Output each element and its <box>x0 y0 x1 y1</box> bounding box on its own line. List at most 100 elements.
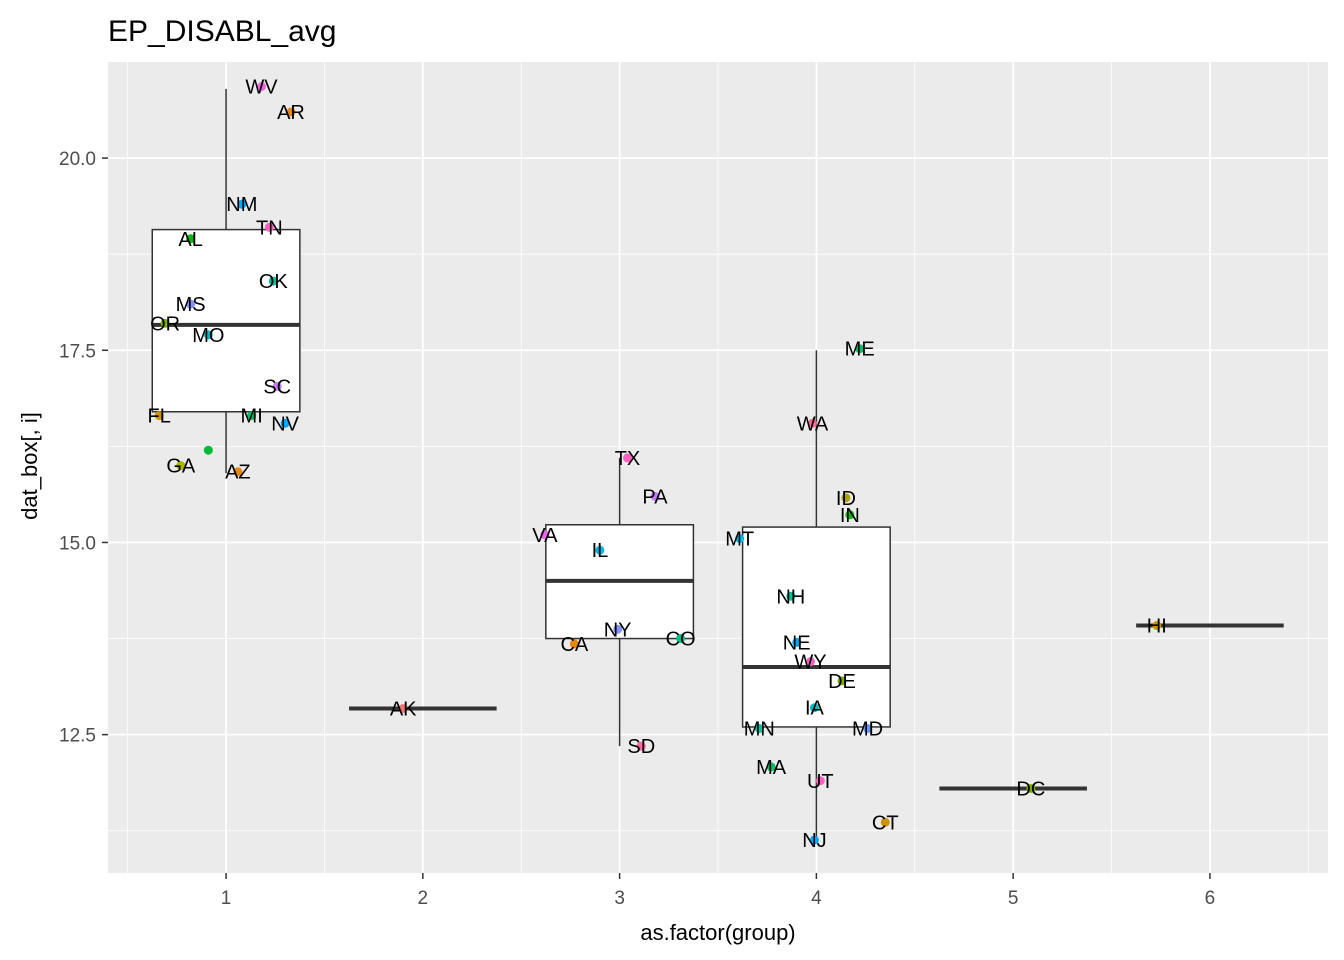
point-AR <box>286 107 296 117</box>
point-MI <box>247 411 257 421</box>
label-CA: CA <box>560 634 588 656</box>
point-NJ <box>809 835 819 845</box>
point-UT <box>815 776 825 786</box>
point-FL <box>154 411 164 421</box>
label-ID: ID <box>836 488 856 510</box>
label-OK: OK <box>259 271 289 293</box>
label-CT: CT <box>872 812 899 834</box>
label-MA: MA <box>756 757 787 779</box>
label-TN: TN <box>256 217 283 239</box>
x-tick-label: 5 <box>1008 888 1019 909</box>
point-ID <box>841 493 851 503</box>
label-WY: WY <box>794 652 826 674</box>
point-MA <box>766 762 776 772</box>
label-HI: HI <box>1147 615 1167 637</box>
point-DE <box>837 676 847 686</box>
x-tick-label: 4 <box>811 888 822 909</box>
boxplot-group-4 <box>741 350 891 843</box>
label-IA: IA <box>805 698 825 720</box>
point-TN <box>264 222 274 232</box>
point-MD <box>863 723 873 733</box>
point-NE <box>792 637 802 647</box>
point-NH <box>786 591 796 601</box>
x-tick-label: 3 <box>614 888 625 909</box>
y-tick-label: 12.5 <box>59 726 96 747</box>
label-SD: SD <box>627 736 655 758</box>
point-WA <box>807 418 817 428</box>
label-MO: MO <box>192 325 224 347</box>
label-GA: GA <box>166 456 196 478</box>
box-body <box>151 228 301 413</box>
label-TX: TX <box>615 448 641 470</box>
label-SC: SC <box>263 376 291 398</box>
data-points <box>154 82 1162 845</box>
point-CO <box>676 634 686 644</box>
y-tick-label: 15.0 <box>59 533 96 554</box>
point-AL <box>186 234 196 244</box>
label-AK: AK <box>390 698 417 720</box>
box-body <box>741 526 891 728</box>
point-CT <box>880 817 890 827</box>
label-AZ: AZ <box>225 462 251 484</box>
label-NV: NV <box>271 413 299 435</box>
point-IL <box>595 545 605 555</box>
point-NV <box>280 418 290 428</box>
label-UT: UT <box>807 771 834 793</box>
point-MN <box>754 723 764 733</box>
x-axis-title: as.factor(group) <box>640 920 795 945</box>
point-IA <box>809 703 819 713</box>
point-NY <box>613 624 623 634</box>
outlier-point <box>203 445 213 455</box>
label-NH: NH <box>776 586 805 608</box>
point-DC <box>1026 783 1036 793</box>
label-WV: WV <box>245 77 278 99</box>
point-IN <box>845 510 855 520</box>
point-ME <box>855 344 865 354</box>
point-AZ <box>233 467 243 477</box>
point-TX <box>622 453 632 463</box>
label-MD: MD <box>852 718 883 740</box>
label-NE: NE <box>783 632 811 654</box>
point-OK <box>268 276 278 286</box>
point-HI <box>1152 620 1162 630</box>
point-PA <box>650 491 660 501</box>
point-SC <box>272 381 282 391</box>
point-NM <box>237 199 247 209</box>
label-NY: NY <box>604 619 632 641</box>
label-IN: IN <box>840 505 860 527</box>
label-DC: DC <box>1016 778 1045 800</box>
label-ME: ME <box>845 339 875 361</box>
point-WY <box>805 657 815 667</box>
point-OR <box>160 318 170 328</box>
label-WA: WA <box>797 413 829 435</box>
point-SD <box>636 741 646 751</box>
label-MI: MI <box>241 406 263 428</box>
label-DE: DE <box>828 671 856 693</box>
label-NJ: NJ <box>802 830 826 852</box>
label-CO: CO <box>666 629 696 651</box>
boxplot-group-3 <box>545 457 695 747</box>
point-AK <box>398 703 408 713</box>
label-OR: OR <box>150 313 180 335</box>
label-MT: MT <box>725 529 754 551</box>
y-tick-label: 17.5 <box>59 341 96 362</box>
label-MN: MN <box>744 718 775 740</box>
label-FL: FL <box>147 406 170 428</box>
label-IL: IL <box>592 540 609 562</box>
x-tick-label: 6 <box>1205 888 1216 909</box>
y-axis-title: dat_box[, i] <box>17 412 42 520</box>
label-VA: VA <box>532 525 558 547</box>
x-tick-label: 2 <box>418 888 429 909</box>
point-WV <box>256 82 266 92</box>
boxplots <box>151 88 1284 843</box>
boxplot-group-1 <box>151 88 301 474</box>
x-tick-label: 1 <box>221 888 232 909</box>
label-PA: PA <box>642 486 668 508</box>
chart-title: EP_DISABL_avg <box>108 15 336 48</box>
label-NM: NM <box>226 194 257 216</box>
x-axis-ticks: 1 2 3 4 5 6 <box>221 873 1215 909</box>
point-VA <box>540 530 550 540</box>
label-AL: AL <box>178 229 202 251</box>
